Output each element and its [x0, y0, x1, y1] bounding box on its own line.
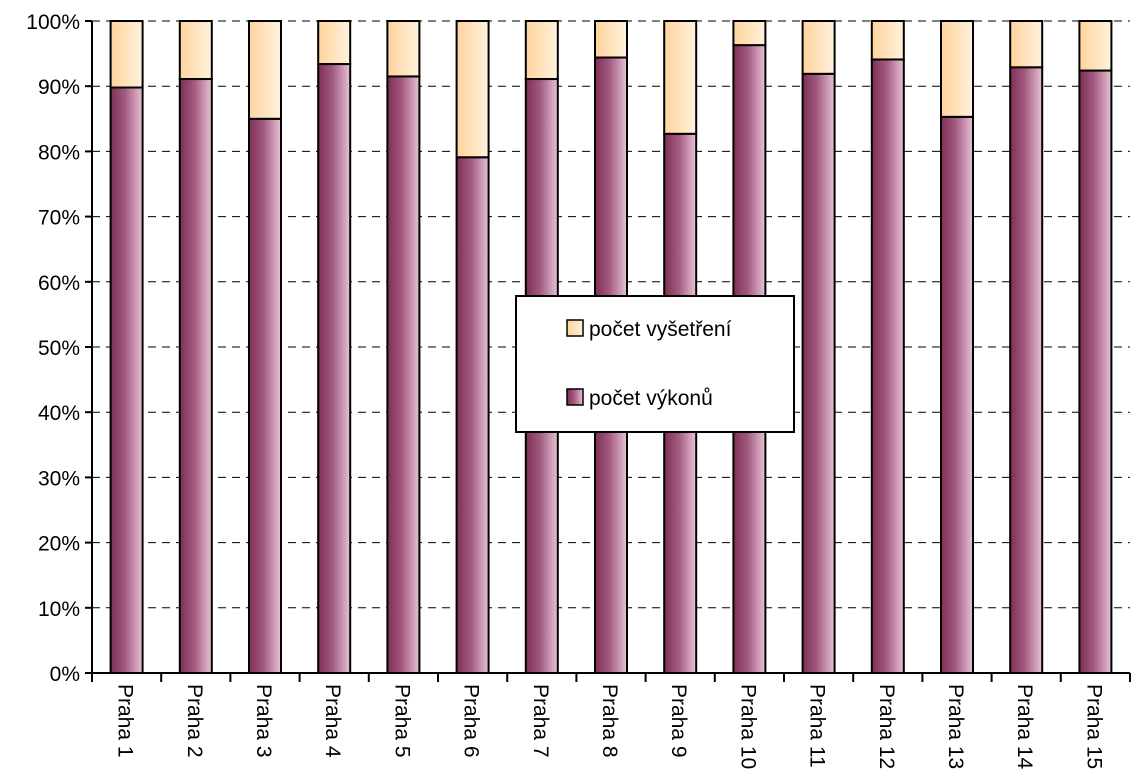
x-category-label: Praha 8	[598, 684, 621, 758]
bar-segment-pocet-vysetreni	[455, 20, 490, 159]
bar-segment-pocet-vysetreni	[732, 20, 767, 47]
bar-segment-pocet-vysetreni	[801, 20, 836, 75]
legend-box	[515, 295, 795, 433]
y-tick-label: 80%	[38, 141, 80, 164]
bar-segment-pocet-vysetreni	[248, 20, 282, 120]
bar-segment-pocet-vykonu	[940, 115, 974, 675]
bar-segment-pocet-vykonu	[317, 63, 352, 675]
y-tick-label: 20%	[38, 533, 80, 556]
bar-segment-pocet-vykonu	[178, 78, 213, 674]
bar-segment-pocet-vysetreni	[109, 20, 144, 89]
y-tick-label: 60%	[38, 272, 80, 295]
x-category-label: Praha 13	[944, 684, 967, 769]
bar-segment-pocet-vysetreni	[386, 20, 421, 78]
legend-label-pocet-vykonu: počet výkonů	[589, 387, 713, 410]
y-tick-label: 30%	[38, 467, 80, 490]
x-category-label: Praha 12	[875, 684, 898, 769]
bar-segment-pocet-vysetreni	[594, 20, 628, 59]
y-tick-label: 100%	[26, 11, 80, 34]
legend-swatch-pocet-vykonu	[566, 388, 584, 406]
bar-segment-pocet-vysetreni	[1009, 20, 1044, 69]
x-category-label: Praha 2	[183, 684, 206, 758]
legend-label-pocet-vysetreni: počet vyšetření	[589, 318, 732, 341]
bar-segment-pocet-vykonu	[455, 156, 490, 674]
bar-segment-pocet-vysetreni	[870, 20, 905, 61]
x-category-label: Praha 3	[252, 684, 275, 758]
x-category-label: Praha 15	[1082, 684, 1105, 769]
bar-segment-pocet-vysetreni	[317, 20, 352, 66]
y-tick-label: 50%	[38, 337, 80, 360]
axes: 0% 10% 20% 30% 40% 50% 60% 70% 80% 90% 100% Praha 1…	[26, 11, 1131, 770]
bar-segment-pocet-vysetreni	[178, 20, 213, 81]
x-category-label: Praha 5	[390, 684, 413, 758]
bar-segment-pocet-vykonu	[109, 86, 144, 674]
y-tick-label: 90%	[38, 76, 80, 99]
x-category-label: Praha 11	[806, 684, 829, 768]
bar-segment-pocet-vysetreni	[1078, 20, 1113, 72]
bar-segment-pocet-vysetreni	[940, 20, 974, 118]
bar-segment-pocet-vykonu	[870, 58, 905, 674]
bar-segment-pocet-vykonu	[1009, 66, 1044, 675]
y-tick-label: 70%	[38, 207, 80, 230]
x-category-label: Praha 4	[321, 684, 344, 758]
y-tick-label: 40%	[38, 402, 80, 425]
x-category-label: Praha 9	[667, 684, 690, 758]
bar-segment-pocet-vykonu	[248, 117, 282, 675]
legend: počet vyšetření počet výkonů	[515, 295, 795, 433]
y-tick-label: 0%	[50, 663, 80, 686]
x-category-label: Praha 14	[1013, 684, 1036, 770]
bar-segment-pocet-vykonu	[801, 72, 836, 674]
x-category-label: Praha 6	[460, 684, 483, 758]
x-category-label: Praha 1	[114, 684, 137, 758]
x-category-label: Praha 10	[736, 684, 759, 769]
legend-swatch-pocet-vysetreni	[566, 319, 584, 337]
bar-segment-pocet-vysetreni	[663, 20, 698, 135]
bar-segment-pocet-vysetreni	[524, 20, 559, 81]
y-tick-label: 10%	[38, 598, 80, 621]
bar-segment-pocet-vykonu	[386, 75, 421, 675]
bar-segment-pocet-vykonu	[1078, 69, 1113, 674]
x-category-label: Praha 7	[529, 684, 552, 758]
